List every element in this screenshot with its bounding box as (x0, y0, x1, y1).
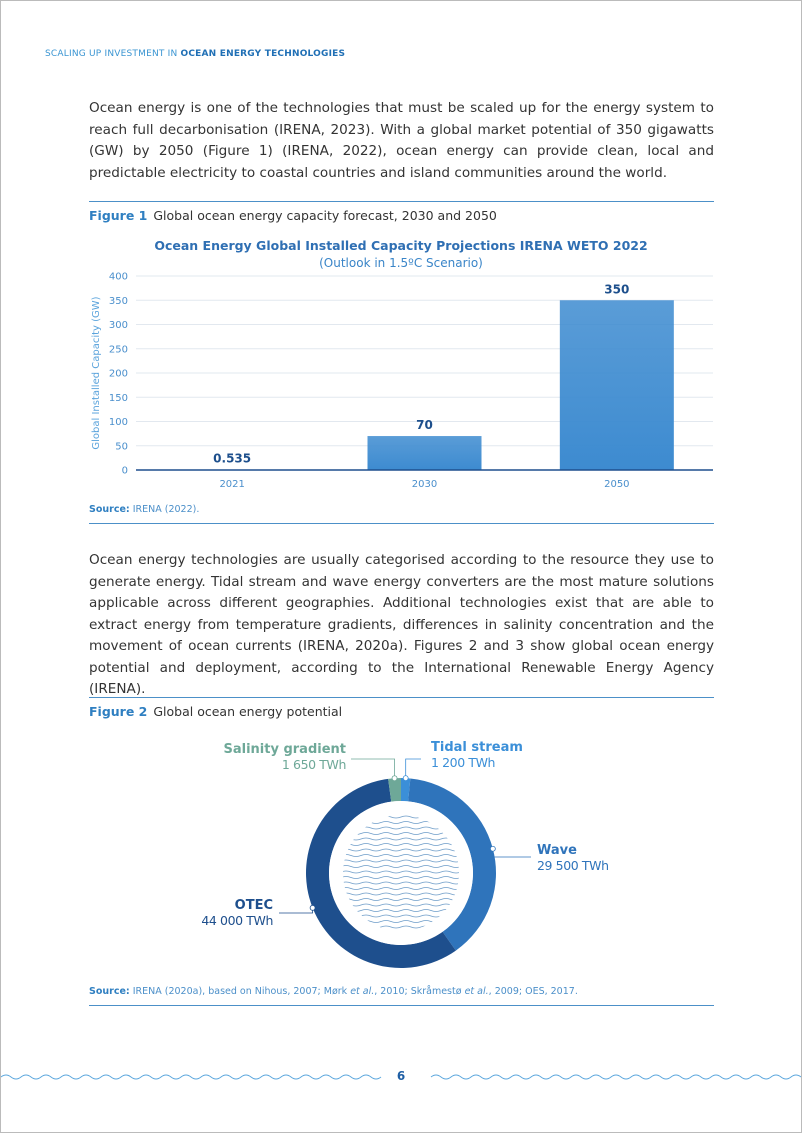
wave-line (343, 881, 459, 885)
caption-text: Global ocean energy capacity forecast, 2… (153, 208, 497, 223)
wave-line (343, 876, 459, 879)
bar (367, 436, 482, 470)
y-axis-label: Global Installed Capacity (GW) (91, 296, 102, 449)
caption-text: Global ocean energy potential (153, 704, 343, 719)
source-text: IRENA (2022). (132, 504, 200, 515)
donut-segment (306, 778, 456, 968)
source-text: IRENA (2020a), based on Nihous, 2007; Mø… (132, 986, 351, 997)
donut-segment (388, 778, 401, 802)
x-tick-label: 2021 (219, 479, 244, 490)
y-tick-label: 50 (115, 441, 128, 452)
leader-line (405, 758, 421, 779)
header-emphasis: OCEAN ENERGY TECHNOLOGIES (180, 49, 346, 59)
y-tick-label: 400 (109, 272, 128, 283)
wave-line (343, 837, 459, 841)
wave-line (343, 832, 459, 835)
source-text: et al. (464, 986, 489, 997)
wave (1, 1074, 382, 1080)
rule (89, 201, 714, 202)
x-tick-label: 2050 (604, 479, 629, 490)
y-tick-label: 150 (109, 393, 128, 404)
donut-segment (408, 778, 496, 951)
bar (559, 300, 674, 470)
segment-name: Tidal stream (431, 740, 523, 755)
wave-line (343, 909, 459, 912)
wave-line (343, 865, 459, 868)
rule (89, 1005, 714, 1006)
data-label: 70 (416, 418, 433, 432)
y-tick-label: 100 (109, 417, 128, 428)
x-tick-label: 2030 (412, 479, 437, 490)
running-header: SCALING UP INVESTMENT IN OCEAN ENERGY TE… (45, 49, 345, 59)
leader-line (492, 848, 531, 858)
segment-value: 44 000 TWh (201, 913, 273, 928)
bar-chart: Ocean Energy Global Installed Capacity P… (91, 238, 713, 490)
y-tick-label: 200 (109, 369, 128, 380)
source-label: Source: (89, 986, 130, 997)
wave-line (343, 870, 459, 874)
wave-line (343, 903, 459, 907)
data-label: 0.535 (213, 452, 251, 466)
y-tick-label: 350 (109, 296, 128, 307)
page-number: 6 (396, 1069, 406, 1083)
wave-line (343, 898, 459, 901)
figure-source: Source: IRENA (2022). (89, 504, 199, 515)
footer-waves (1, 1074, 801, 1080)
wave-line (343, 859, 459, 863)
source-text: , 2010; Skråmestø (374, 986, 465, 997)
leader-dot (309, 904, 316, 911)
leader-dot (402, 775, 409, 782)
leader-dot (391, 775, 398, 782)
source-text: et al. (350, 986, 375, 997)
wave-line (343, 843, 459, 846)
header-prefix: SCALING UP INVESTMENT IN (45, 49, 178, 59)
rule (89, 697, 714, 698)
source-text: , 2009; OES, 2017. (488, 986, 578, 997)
segment-value: 1 650 TWh (282, 757, 346, 772)
source-label: Source: (89, 504, 130, 515)
wave-line (343, 854, 459, 857)
figure-label: Figure 1 (89, 208, 148, 223)
figure-source: Source: IRENA (2020a), based on Nihous, … (89, 986, 578, 997)
segment-name: Wave (537, 843, 577, 858)
leader-line (279, 907, 314, 914)
wave (430, 1074, 801, 1080)
figure-caption: Figure 1 Global ocean energy capacity for… (89, 208, 497, 223)
segment-value: 1 200 TWh (431, 755, 495, 770)
leader-line (351, 758, 395, 779)
donut-segment (401, 778, 411, 802)
chart-subtitle: (Outlook in 1.5ºC Scenario) (319, 256, 483, 270)
data-label: 350 (604, 282, 629, 296)
segment-name: Salinity gradient (223, 742, 346, 757)
figure-caption: Figure 2 Global ocean energy potential (89, 704, 342, 719)
chart-title: Ocean Energy Global Installed Capacity P… (154, 238, 647, 253)
y-tick-label: 300 (109, 320, 128, 331)
wave-line (343, 848, 459, 852)
wave-line (343, 887, 459, 890)
segment-value: 29 500 TWh (537, 858, 609, 873)
figure-label: Figure 2 (89, 704, 148, 719)
donut-hole (329, 801, 473, 945)
wave-line (343, 892, 459, 896)
y-tick-label: 250 (109, 344, 128, 355)
rule (89, 523, 714, 524)
paragraph: Ocean energy is one of the technologies … (89, 100, 714, 181)
paragraph: Ocean energy technologies are usually ca… (89, 552, 714, 697)
segment-name: OTEC (235, 898, 273, 913)
leader-dot (489, 845, 496, 852)
y-tick-label: 0 (122, 466, 128, 477)
